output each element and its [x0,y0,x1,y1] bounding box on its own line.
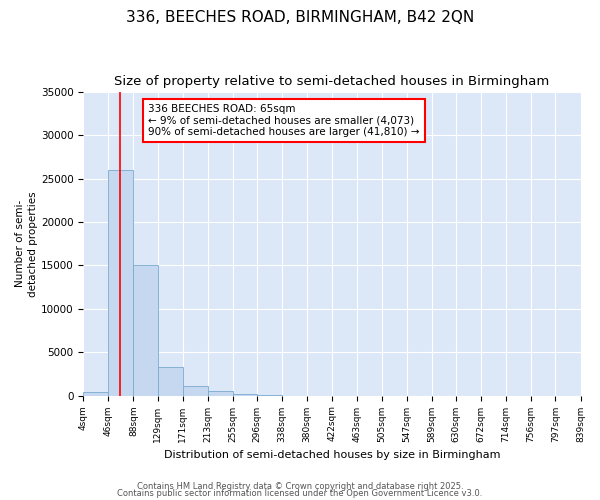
Text: 336, BEECHES ROAD, BIRMINGHAM, B42 2QN: 336, BEECHES ROAD, BIRMINGHAM, B42 2QN [126,10,474,25]
Bar [183,386,208,396]
Bar [208,391,233,396]
X-axis label: Distribution of semi-detached houses by size in Birmingham: Distribution of semi-detached houses by … [164,450,500,460]
Text: 336 BEECHES ROAD: 65sqm
← 9% of semi-detached houses are smaller (4,073)
90% of : 336 BEECHES ROAD: 65sqm ← 9% of semi-det… [148,104,419,138]
Title: Size of property relative to semi-detached houses in Birmingham: Size of property relative to semi-detach… [115,75,550,88]
Bar [109,170,133,396]
Bar [158,367,183,396]
Bar [83,392,109,396]
Bar [233,394,257,396]
Y-axis label: Number of semi-
detached properties: Number of semi- detached properties [15,191,38,296]
Text: Contains public sector information licensed under the Open Government Licence v3: Contains public sector information licen… [118,489,482,498]
Text: Contains HM Land Registry data © Crown copyright and database right 2025.: Contains HM Land Registry data © Crown c… [137,482,463,491]
Bar [133,264,158,396]
